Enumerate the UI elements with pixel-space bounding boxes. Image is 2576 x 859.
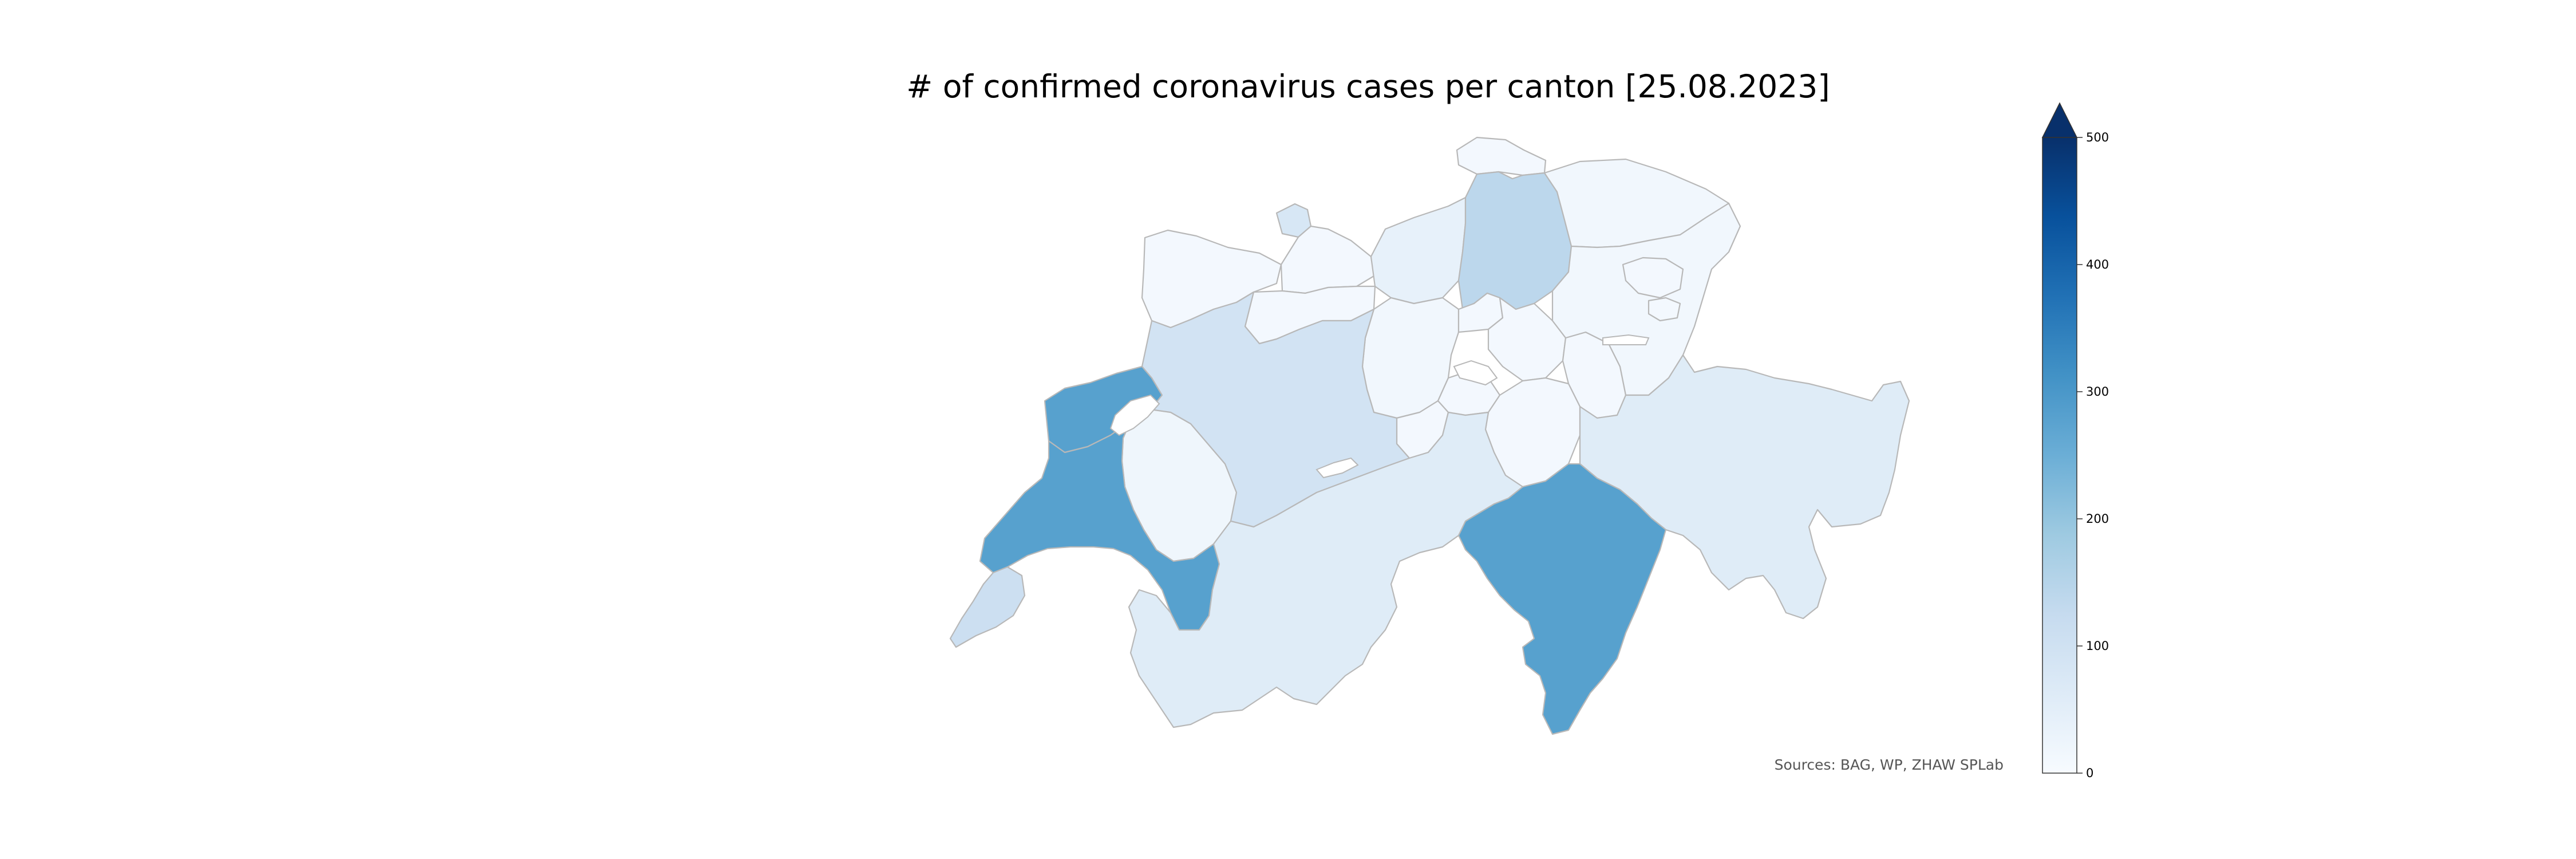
map-title: # of confirmed coronavirus cases per can… xyxy=(906,68,1830,105)
lake-thun xyxy=(1315,457,1359,479)
canton-AG xyxy=(1370,196,1467,305)
colorbar-tick-label: 100 xyxy=(2086,639,2109,653)
canton-GE xyxy=(949,566,1026,648)
colorbar: 0 100 200 300 400 500 xyxy=(2041,102,2109,780)
colorbar-extend-arrow xyxy=(2041,102,2078,138)
colorbar-ticks: 0 100 200 300 400 500 xyxy=(2077,131,2109,780)
colorbar-gradient xyxy=(2042,137,2077,774)
canton-AI xyxy=(1647,297,1681,322)
source-note: Sources: BAG, WP, ZHAW SPLab xyxy=(1775,756,2004,773)
colorbar-tick-label: 300 xyxy=(2086,385,2109,399)
canton-VS xyxy=(1128,411,1524,728)
canton-layer xyxy=(949,136,1910,735)
colorbar-tick-label: 400 xyxy=(2086,258,2109,271)
colorbar-tick-label: 500 xyxy=(2086,131,2109,144)
lake-walen xyxy=(1602,334,1650,345)
lake-neuchatel xyxy=(1109,394,1160,436)
canton-TI xyxy=(1457,463,1667,735)
lake-lucerne xyxy=(1453,360,1498,386)
colorbar-tick-label: 0 xyxy=(2086,766,2093,780)
canton-AR xyxy=(1622,257,1684,299)
canton-SH xyxy=(1456,136,1547,176)
colorbar-tick-label: 200 xyxy=(2086,512,2109,526)
